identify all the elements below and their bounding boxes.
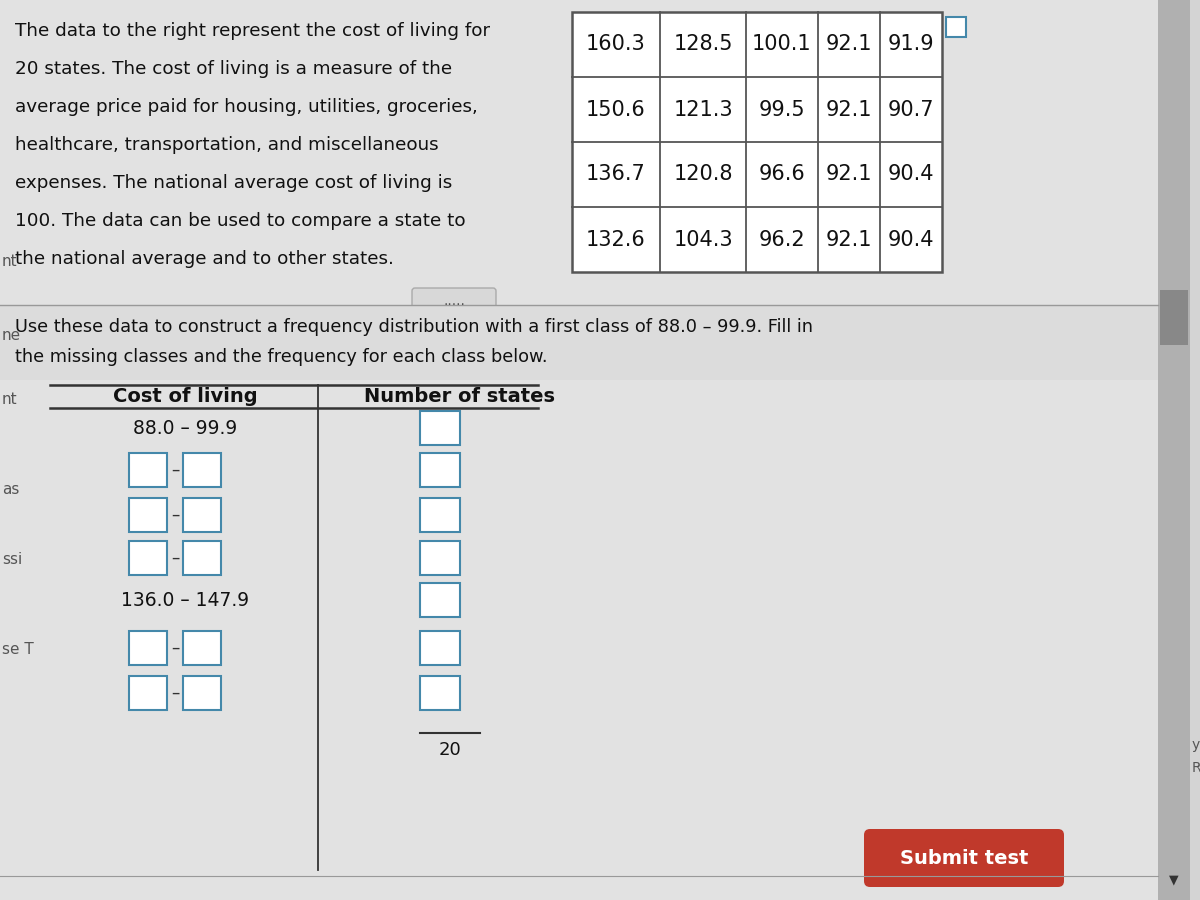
Text: 128.5: 128.5	[673, 34, 733, 55]
Text: –: –	[170, 549, 179, 567]
Bar	[420, 411, 460, 445]
Bar	[0, 0, 1158, 305]
Text: 92.1: 92.1	[826, 34, 872, 55]
Text: –: –	[170, 506, 179, 524]
Bar	[572, 12, 942, 272]
Text: –: –	[170, 461, 179, 479]
Bar	[182, 541, 221, 575]
Bar	[420, 541, 460, 575]
Text: 132.6: 132.6	[586, 230, 646, 249]
FancyBboxPatch shape	[412, 288, 496, 314]
Text: nt: nt	[2, 255, 18, 269]
Bar	[130, 541, 167, 575]
Bar	[0, 305, 1158, 380]
Text: Rig: Rig	[1192, 761, 1200, 775]
Text: 96.2: 96.2	[758, 230, 805, 249]
Text: 90.4: 90.4	[888, 165, 935, 184]
Bar	[182, 498, 221, 532]
Text: 136.0 – 147.9: 136.0 – 147.9	[121, 590, 250, 609]
Text: –: –	[170, 639, 179, 657]
Text: 136.7: 136.7	[586, 165, 646, 184]
Bar	[420, 676, 460, 710]
Text: healthcare, transportation, and miscellaneous: healthcare, transportation, and miscella…	[14, 136, 439, 154]
Text: Use these data to construct a frequency distribution with a first class of 88.0 : Use these data to construct a frequency …	[14, 318, 814, 336]
Text: ▼: ▼	[1169, 874, 1178, 886]
Bar	[420, 453, 460, 487]
Text: 120.8: 120.8	[673, 165, 733, 184]
Text: Number of states: Number of states	[365, 386, 556, 406]
Text: Cost of living: Cost of living	[113, 386, 257, 406]
Text: The data to the right represent the cost of living for: The data to the right represent the cost…	[14, 22, 490, 40]
Bar	[1158, 0, 1190, 900]
Text: Submit test: Submit test	[900, 849, 1028, 868]
Text: y o: y o	[1192, 738, 1200, 752]
Text: 160.3: 160.3	[586, 34, 646, 55]
Text: 121.3: 121.3	[673, 100, 733, 120]
Bar	[420, 631, 460, 665]
Text: 96.6: 96.6	[758, 165, 805, 184]
Bar	[420, 498, 460, 532]
Text: average price paid for housing, utilities, groceries,: average price paid for housing, utilitie…	[14, 98, 478, 116]
Text: 100. The data can be used to compare a state to: 100. The data can be used to compare a s…	[14, 212, 466, 230]
Text: 92.1: 92.1	[826, 165, 872, 184]
Text: nt: nt	[2, 392, 18, 408]
Text: se T: se T	[2, 643, 34, 658]
Text: 100.1: 100.1	[752, 34, 812, 55]
Bar	[130, 676, 167, 710]
Text: 91.9: 91.9	[888, 34, 935, 55]
Text: –: –	[170, 684, 179, 702]
Bar	[182, 631, 221, 665]
Text: as: as	[2, 482, 19, 498]
Text: the national average and to other states.: the national average and to other states…	[14, 250, 394, 268]
Bar	[130, 631, 167, 665]
Text: 88.0 – 99.9: 88.0 – 99.9	[133, 418, 238, 437]
Bar	[1160, 290, 1188, 345]
Bar	[130, 498, 167, 532]
Text: 104.3: 104.3	[673, 230, 733, 249]
Text: 90.4: 90.4	[888, 230, 935, 249]
Bar	[420, 583, 460, 617]
Text: 92.1: 92.1	[826, 100, 872, 120]
Text: 20: 20	[439, 741, 461, 759]
Bar	[182, 453, 221, 487]
Text: ssi: ssi	[2, 553, 23, 568]
Text: the missing classes and the frequency for each class below.: the missing classes and the frequency fo…	[14, 348, 547, 366]
Bar	[182, 676, 221, 710]
Text: 99.5: 99.5	[758, 100, 805, 120]
Text: ne: ne	[2, 328, 22, 343]
Text: 150.6: 150.6	[586, 100, 646, 120]
Bar	[0, 380, 1158, 900]
Bar	[946, 17, 966, 37]
FancyBboxPatch shape	[864, 829, 1064, 887]
Bar	[130, 453, 167, 487]
Text: expenses. The national average cost of living is: expenses. The national average cost of l…	[14, 174, 452, 192]
Text: 90.7: 90.7	[888, 100, 935, 120]
Text: .....: .....	[443, 294, 464, 308]
Text: 20 states. The cost of living is a measure of the: 20 states. The cost of living is a measu…	[14, 60, 452, 78]
Text: 92.1: 92.1	[826, 230, 872, 249]
